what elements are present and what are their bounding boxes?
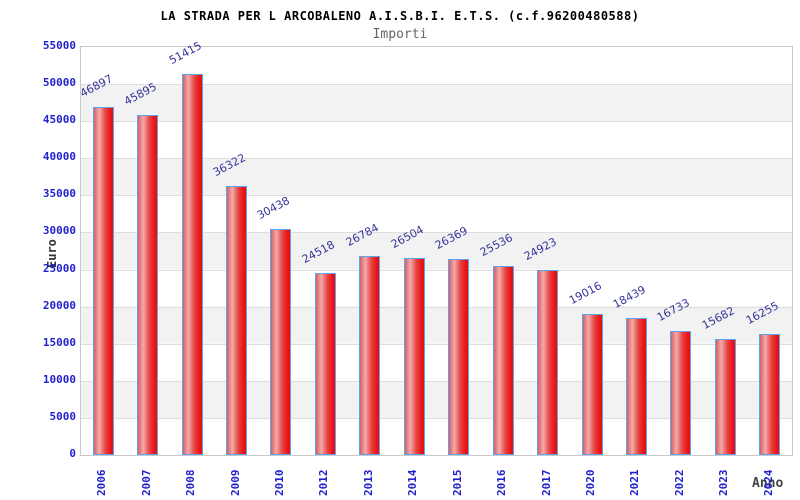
y-tick-label: 45000 — [42, 113, 76, 127]
y-tick-label: 0 — [69, 447, 76, 460]
x-tick-label: 2009 — [228, 469, 242, 497]
y-tick-label: 15000 — [42, 335, 76, 349]
x-tick-label: 2020 — [584, 469, 598, 497]
x-tick-label: 2014 — [406, 469, 420, 497]
bar — [714, 338, 736, 455]
x-tick-label: 2013 — [361, 469, 375, 497]
bar — [314, 273, 336, 455]
plot-area — [80, 46, 793, 456]
gridline — [81, 343, 792, 345]
chart-title: LA STRADA PER L ARCOBALENO A.I.S.B.I. E.… — [160, 9, 640, 23]
gridline — [81, 121, 792, 123]
bar — [625, 318, 647, 455]
y-tick-label: 50000 — [42, 76, 76, 90]
y-tick-label: 5000 — [49, 409, 77, 423]
bar — [670, 330, 692, 455]
y-tick-label: 25000 — [42, 261, 76, 275]
x-tick-label: 2017 — [539, 469, 553, 497]
gridline — [81, 232, 792, 234]
bar — [359, 256, 381, 455]
gridline — [81, 417, 792, 419]
chart-subtitle: Importi — [372, 27, 428, 42]
bar — [137, 114, 159, 455]
bar — [181, 73, 203, 455]
x-tick-label: 2008 — [184, 469, 198, 497]
bar — [270, 229, 292, 455]
x-tick-label: 2022 — [672, 469, 686, 497]
gridline — [81, 84, 792, 86]
x-tick-label: 2024 — [761, 469, 775, 497]
x-tick-label: 2007 — [139, 469, 153, 497]
x-tick-label: 2010 — [272, 469, 286, 497]
gridline — [81, 306, 792, 308]
gridline — [81, 195, 792, 197]
bar — [403, 258, 425, 455]
y-tick-label: 30000 — [42, 224, 76, 238]
x-tick-label: 2015 — [450, 469, 464, 497]
y-tick-label: 10000 — [42, 372, 76, 386]
y-tick-label: 55000 — [42, 39, 76, 52]
bar — [448, 259, 470, 455]
x-tick-label: 2016 — [495, 469, 509, 497]
bar — [92, 107, 114, 455]
x-tick-label: 2006 — [95, 469, 109, 497]
gridline — [81, 269, 792, 271]
x-axis-label: Anno — [752, 476, 784, 491]
x-tick-label: 2021 — [628, 469, 642, 497]
bar — [537, 270, 559, 455]
bar — [492, 265, 514, 455]
bar — [759, 334, 781, 455]
bar — [581, 313, 603, 455]
y-tick-label: 20000 — [42, 298, 76, 312]
x-tick-label: 2012 — [317, 469, 331, 497]
y-tick-label: 35000 — [42, 187, 76, 201]
y-tick-label: 40000 — [42, 150, 76, 164]
bar — [226, 185, 248, 455]
gridline — [81, 380, 792, 382]
x-tick-label: 2023 — [717, 469, 731, 497]
gridline — [81, 158, 792, 160]
